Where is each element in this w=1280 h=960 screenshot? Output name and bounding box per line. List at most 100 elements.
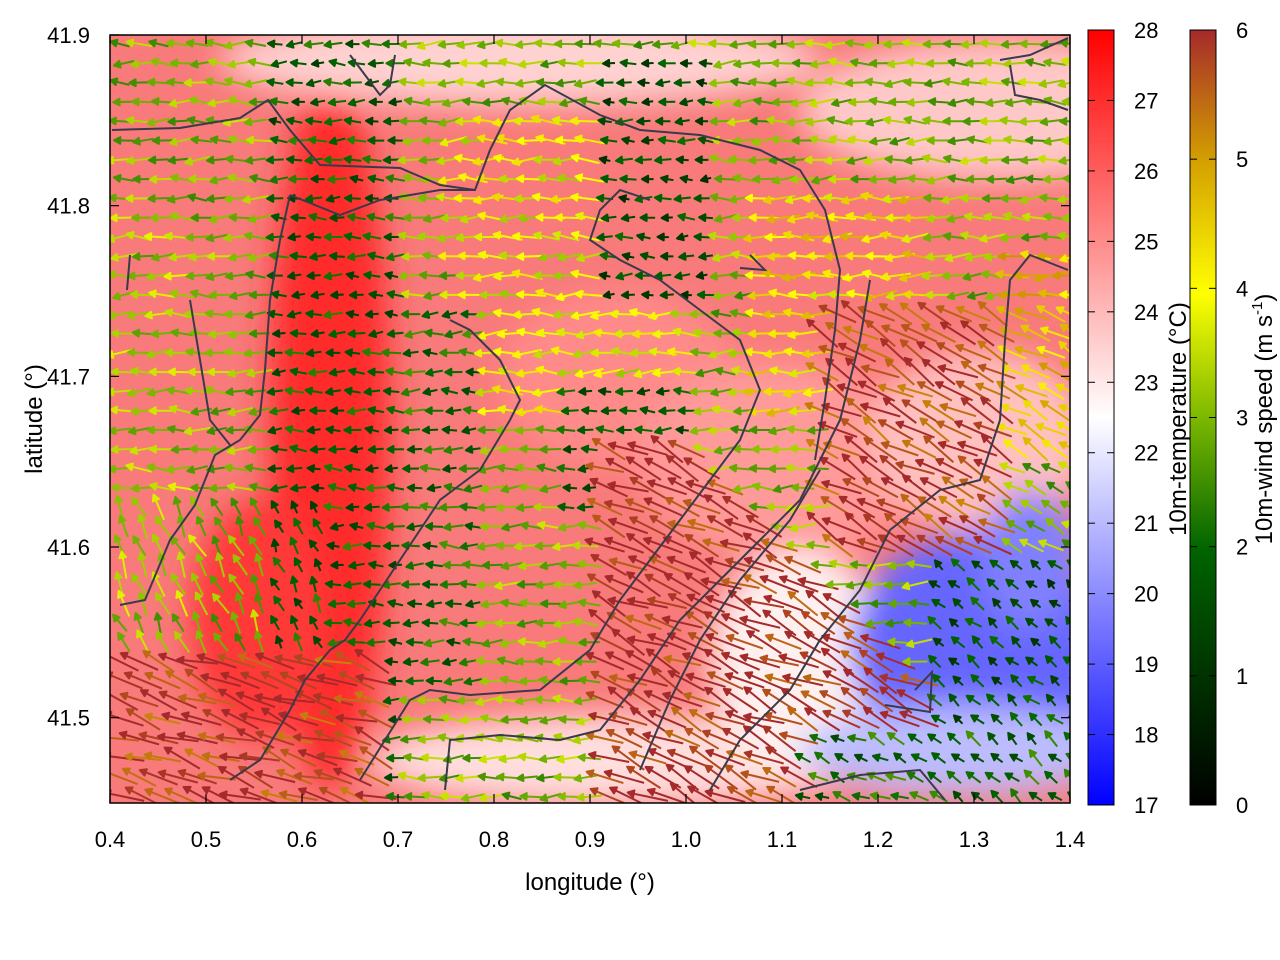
wind-arrow: [552, 231, 580, 242]
wind-arrow: [578, 96, 600, 106]
wind-arrow: [272, 556, 286, 573]
wind-arrow: [406, 483, 423, 493]
wind-arrow: [1007, 693, 1018, 707]
wind-arrow: [973, 458, 1013, 479]
wind-arrow: [653, 426, 672, 435]
wind-arrow: [1028, 749, 1043, 767]
wind-arrow: [794, 792, 811, 801]
wind-arrow: [399, 116, 423, 126]
wind-arrow: [421, 310, 439, 319]
wind-arrow: [1057, 195, 1070, 204]
wind-arrow: [298, 787, 337, 803]
wind-arrow: [626, 673, 668, 687]
wind-arrow: [844, 78, 869, 88]
wind-arrow: [156, 732, 199, 743]
wind-arrow: [862, 706, 898, 733]
wind-arrow: [324, 579, 342, 589]
wind-arrow: [183, 78, 211, 88]
wind-arrow: [932, 637, 945, 647]
wind-arrow: [119, 691, 159, 708]
wind-arrow: [138, 731, 179, 745]
wind-arrow: [906, 771, 924, 783]
wind-arrow: [1061, 213, 1070, 223]
wind-arrow: [927, 771, 943, 784]
wind-arrow: [619, 406, 637, 415]
wind-arrow: [437, 117, 462, 127]
wind-arrow: [148, 155, 169, 165]
wind-arrow: [745, 788, 783, 803]
wind-arrow: [422, 58, 446, 68]
wind-arrow: [347, 367, 365, 376]
wind-arrow: [941, 77, 966, 86]
wind-arrow: [125, 462, 153, 473]
wind-arrow: [310, 290, 325, 300]
wind-arrow: [239, 787, 280, 803]
wind-arrow: [599, 135, 618, 145]
wind-arrow: [845, 357, 877, 387]
wind-arrow: [937, 364, 979, 379]
wind-arrow: [1058, 403, 1070, 412]
wind-arrow: [732, 484, 757, 494]
wind-arrow: [132, 535, 147, 556]
wind-arrow: [245, 270, 266, 280]
wind-arrow: [916, 381, 953, 402]
wind-arrow: [1068, 637, 1070, 643]
wind-arrow: [917, 301, 952, 327]
wind-arrow: [517, 561, 545, 571]
wind-arrow: [1037, 382, 1065, 401]
wind-arrow: [832, 791, 851, 803]
wind-arrow: [628, 555, 668, 575]
wind-arrow: [576, 503, 594, 512]
wind-arrow: [169, 289, 195, 299]
wind-arrow: [667, 670, 706, 692]
wind-arrow: [687, 632, 724, 653]
wind-arrow: [417, 735, 443, 744]
wind-arrow: [901, 399, 937, 422]
wind-arrow: [880, 477, 919, 499]
wind-arrow: [655, 387, 670, 396]
wind-arrow: [860, 633, 901, 650]
wind-arrow: [991, 676, 1003, 686]
wind-arrow: [494, 618, 521, 628]
wind-arrow: [976, 493, 1009, 521]
wind-arrow: [658, 97, 676, 107]
wind-arrow: [747, 155, 772, 165]
wind-arrow: [405, 637, 424, 647]
wind-arrow: [625, 614, 662, 631]
wind-arrow: [137, 513, 148, 539]
wind-arrow: [705, 748, 745, 767]
wind-arrow: [124, 752, 162, 762]
wind-arrow: [558, 600, 582, 609]
wind-arrow: [518, 482, 544, 492]
wind-arrow: [230, 611, 242, 634]
wind-arrow: [291, 97, 305, 107]
wind-arrow: [703, 648, 739, 675]
wind-arrow: [519, 715, 543, 725]
wind-arrow: [310, 500, 318, 514]
wind-arrow: [444, 367, 463, 377]
wind-arrow: [136, 629, 151, 655]
wind-arrow: [312, 518, 324, 535]
wind-arrow: [1036, 251, 1070, 261]
wind-arrow: [386, 753, 405, 763]
wind-arrow: [423, 638, 445, 648]
wind-arrow: [363, 271, 381, 280]
wind-arrow: [364, 194, 379, 203]
wind-arrow: [739, 615, 781, 629]
wind-arrow: [310, 329, 325, 338]
wind-arrow: [922, 116, 947, 125]
wind-arrow: [500, 715, 523, 725]
wind-arrow: [703, 611, 739, 635]
wind-arrow: [345, 309, 360, 319]
wind-arrow: [586, 497, 623, 516]
wind-arrow: [679, 97, 694, 107]
wind-arrow: [384, 657, 399, 666]
wind-arrow: [985, 174, 1008, 184]
wind-arrow: [965, 771, 982, 784]
wind-arrow: [730, 425, 751, 434]
wind-arrow: [518, 598, 544, 608]
wind-arrow: [368, 97, 383, 107]
wind-arrow: [907, 733, 923, 745]
wind-arrow: [165, 670, 199, 692]
wind-arrow: [729, 308, 752, 318]
